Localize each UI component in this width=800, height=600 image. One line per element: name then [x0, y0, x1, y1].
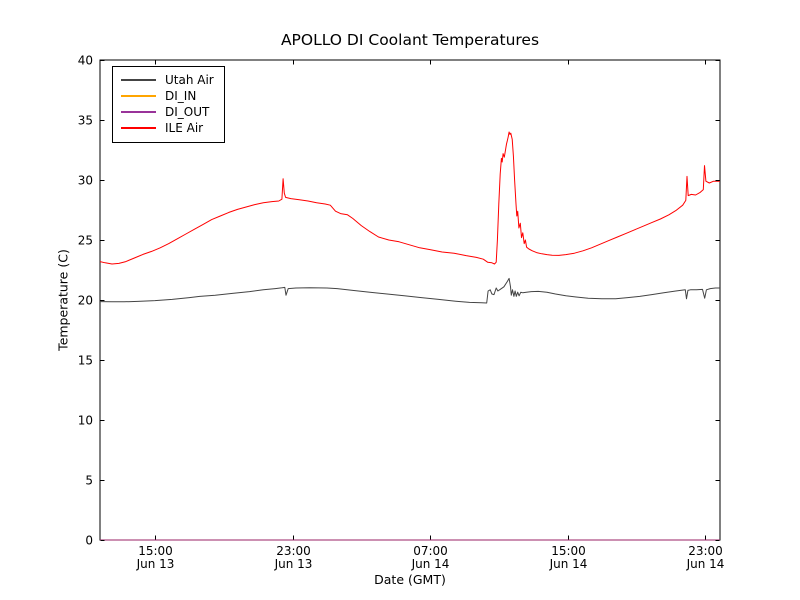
chart-title: APOLLO DI Coolant Temperatures	[280, 31, 540, 49]
y-tick-label: 25	[78, 234, 93, 248]
x-tick-label-date: Jun 13	[274, 557, 313, 571]
x-tick-label-time: 15:00	[138, 544, 173, 558]
x-tick-label-date: Jun 14	[549, 557, 588, 571]
series-line-ile-air	[99, 131, 720, 265]
legend-line-swatch	[121, 79, 156, 81]
x-tick-label-date: Jun 14	[411, 557, 450, 571]
y-tick-label: 10	[78, 414, 93, 428]
y-tick-label: 5	[85, 474, 93, 488]
x-tick-label-date: Jun 14	[686, 557, 725, 571]
legend-item-label: DI_IN	[165, 89, 197, 103]
y-tick-label: 20	[78, 294, 93, 308]
x-tick-label-time: 15:00	[551, 544, 586, 558]
y-tick-label: 0	[85, 534, 93, 548]
y-tick-label: 40	[78, 54, 93, 68]
legend-line-swatch	[121, 95, 156, 97]
series-line-utah-air	[99, 277, 720, 304]
x-tick-label-time: 23:00	[688, 544, 723, 558]
legend-line-swatch	[121, 111, 156, 113]
x-tick-label-time: 07:00	[413, 544, 448, 558]
legend-item-di-in: DI_IN	[121, 88, 214, 104]
legend-line-swatch	[121, 127, 156, 129]
legend-item-label: ILE Air	[165, 121, 204, 135]
series-lines	[99, 131, 720, 541]
legend-item-label: Utah Air	[165, 73, 214, 87]
legend-item-ile-air: ILE Air	[121, 120, 214, 136]
legend-item-utah-air: Utah Air	[121, 72, 214, 88]
y-tick-label: 15	[78, 354, 93, 368]
y-axis-label: Temperature (C)	[55, 249, 71, 351]
x-tick-label-date: Jun 13	[136, 557, 175, 571]
y-tick-label: 30	[78, 174, 93, 188]
legend-item-di-out: DI_OUT	[121, 104, 214, 120]
x-axis-label: Date (GMT)	[374, 572, 446, 587]
legend-item-label: DI_OUT	[165, 105, 210, 119]
y-tick-label: 35	[78, 114, 93, 128]
tick-marks	[100, 60, 720, 541]
x-tick-label-time: 23:00	[276, 544, 311, 558]
legend: Utah Air DI_IN DI_OUT ILE Air	[112, 66, 225, 143]
